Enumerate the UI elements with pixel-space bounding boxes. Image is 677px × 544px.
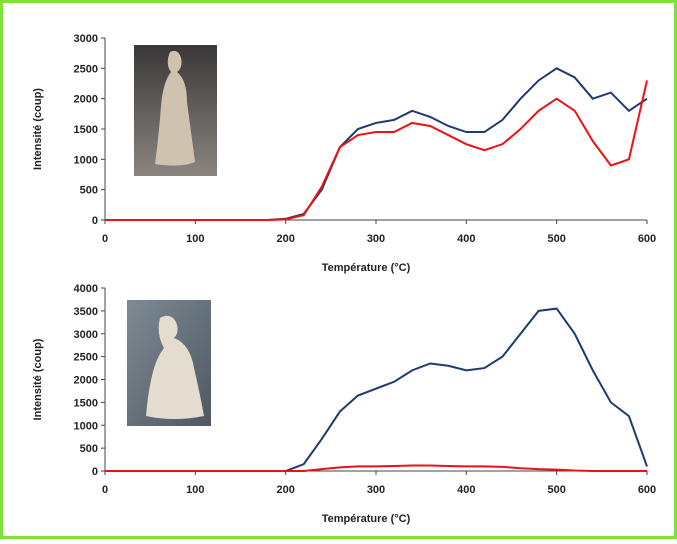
x-tick-label: 500	[547, 233, 565, 245]
y-tick-label: 1000	[74, 154, 98, 166]
x-tick-label: 300	[367, 484, 385, 496]
y-tick-label: 500	[80, 185, 98, 197]
photo-statue-2	[127, 300, 211, 426]
y-tick-label: 1000	[74, 420, 98, 432]
x-axis-label: Température (°C)	[322, 513, 411, 525]
x-tick-label: 0	[102, 484, 108, 496]
y-tick-label: 3000	[74, 33, 98, 45]
x-tick-label: 100	[186, 233, 204, 245]
x-axis-label: Température (°C)	[322, 262, 411, 274]
y-tick-label: 1500	[74, 124, 98, 136]
y-axis-label: Intensité (coup)	[32, 88, 44, 170]
y-tick-label: 4000	[74, 283, 98, 295]
y-tick-label: 0	[92, 466, 98, 478]
x-tick-label: 200	[276, 484, 294, 496]
photo-statue-1	[134, 45, 217, 176]
x-tick-label: 400	[457, 233, 475, 245]
y-axis-label: Intensité (coup)	[32, 338, 44, 420]
y-tick-label: 0	[92, 215, 98, 227]
y-tick-label: 1500	[74, 397, 98, 409]
x-tick-label: 100	[186, 484, 204, 496]
x-tick-label: 400	[457, 484, 475, 496]
data-line	[105, 464, 647, 472]
y-tick-label: 500	[80, 443, 98, 455]
y-tick-label: 3000	[74, 329, 98, 341]
x-tick-label: 600	[638, 233, 656, 245]
x-tick-label: 500	[547, 484, 565, 496]
y-tick-label: 2000	[74, 375, 98, 387]
data-line	[105, 80, 648, 221]
x-tick-label: 300	[367, 233, 385, 245]
x-tick-label: 600	[638, 484, 656, 496]
y-tick-label: 2500	[74, 352, 98, 364]
y-tick-label: 3500	[74, 306, 98, 318]
x-tick-label: 0	[102, 233, 108, 245]
y-tick-label: 2500	[74, 63, 98, 75]
x-tick-label: 200	[276, 233, 294, 245]
y-tick-label: 2000	[74, 94, 98, 106]
